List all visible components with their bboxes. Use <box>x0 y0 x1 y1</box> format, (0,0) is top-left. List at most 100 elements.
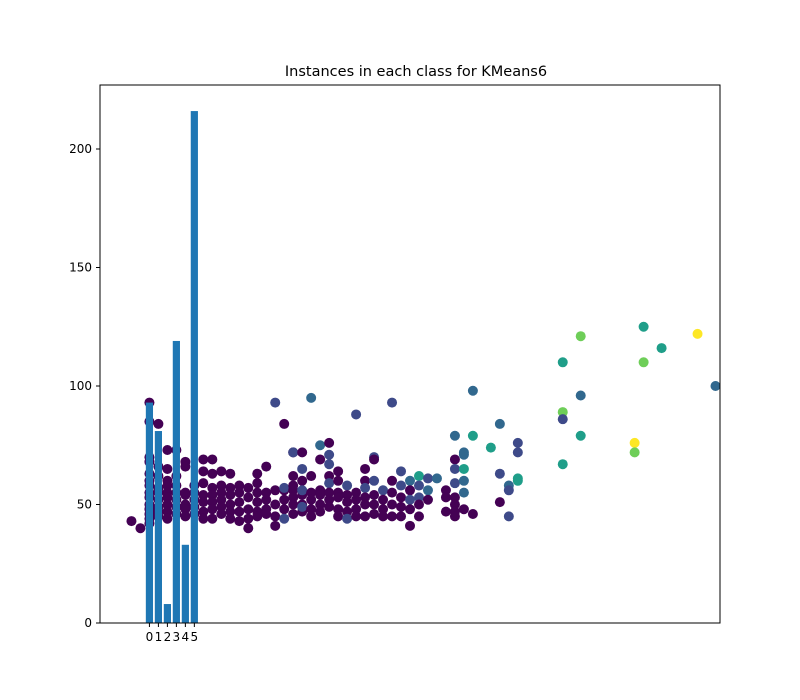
scatter-point <box>440 485 451 496</box>
scatter-point <box>494 468 505 479</box>
scatter-point <box>351 504 362 515</box>
scatter-point <box>458 475 469 486</box>
scatter-point <box>198 506 209 517</box>
scatter-point <box>234 480 245 491</box>
scatter-point <box>378 494 389 505</box>
scatter-point <box>458 463 469 474</box>
scatter-point <box>512 437 523 448</box>
scatter-point <box>422 494 433 505</box>
x-tick-label: 0 <box>146 630 154 644</box>
scatter-point <box>360 463 371 474</box>
scatter-point <box>261 461 272 472</box>
scatter-point <box>405 520 415 531</box>
scatter-point <box>279 482 290 493</box>
scatter-point <box>351 511 362 522</box>
scatter-point <box>413 499 424 510</box>
scatter-point <box>431 473 442 484</box>
scatter-point <box>503 485 514 496</box>
scatter-point <box>306 504 317 515</box>
scatter-point <box>557 459 568 470</box>
scatter-point <box>449 463 460 474</box>
scatter-point <box>288 447 299 458</box>
y-tick-label: 0 <box>84 616 92 630</box>
x-tick-label: 2 <box>164 630 172 644</box>
bar-3 <box>172 340 180 623</box>
scatter-point <box>288 485 299 496</box>
scatter-point <box>710 381 721 391</box>
scatter-point <box>449 430 460 441</box>
scatter-point <box>198 513 209 524</box>
scatter-point <box>297 485 308 496</box>
scatter-point <box>324 478 335 489</box>
scatter-point <box>557 414 568 425</box>
scatter-point <box>279 418 290 429</box>
scatter-point <box>378 485 389 496</box>
scatter-point <box>405 494 415 505</box>
scatter-point <box>629 447 640 458</box>
scatter-point <box>692 328 703 339</box>
scatter-point <box>243 492 254 503</box>
scatter-point <box>306 511 317 522</box>
chart-title: Instances in each class for KMeans6 <box>285 64 547 80</box>
scatter-point <box>288 499 299 510</box>
scatter-point <box>180 511 191 522</box>
scatter-point <box>180 504 191 515</box>
y-tick-label: 150 <box>69 260 92 274</box>
scatter-point <box>162 444 173 455</box>
scatter-point <box>342 506 353 517</box>
scatter-point <box>225 482 236 493</box>
bar-5 <box>190 111 198 623</box>
scatter-point <box>261 494 272 505</box>
scatter-point <box>503 511 514 522</box>
scatter-point <box>279 494 290 505</box>
scatter-point <box>396 466 407 477</box>
scatter-point <box>270 520 281 531</box>
scatter-point <box>225 513 236 524</box>
scatter-point <box>252 497 263 508</box>
scatter-point <box>243 482 254 493</box>
bar-0 <box>145 402 154 623</box>
scatter-point <box>234 506 245 517</box>
scatter-point <box>315 499 326 510</box>
scatter-point <box>198 497 209 508</box>
scatter-point <box>207 504 218 515</box>
scatter-point <box>494 497 505 508</box>
scatter-point <box>387 511 398 522</box>
scatter-point <box>324 487 335 498</box>
scatter-point <box>288 492 299 503</box>
scatter-point <box>333 475 344 486</box>
scatter-point <box>387 397 398 408</box>
scatter-point <box>458 504 469 515</box>
scatter-point <box>413 492 424 503</box>
scatter-point <box>333 492 344 503</box>
scatter-point <box>449 454 460 465</box>
scatter-point <box>207 482 218 493</box>
scatter-point <box>324 494 335 505</box>
scatter-point <box>288 508 299 519</box>
scatter-point <box>369 490 380 501</box>
scatter-point <box>458 449 469 460</box>
scatter-point <box>575 390 586 401</box>
scatter-point <box>324 471 335 482</box>
scatter-point <box>324 501 335 512</box>
scatter-point <box>440 492 451 503</box>
scatter-point <box>557 407 568 418</box>
scatter-point <box>162 480 173 491</box>
x-tick-label: 3 <box>173 630 181 644</box>
scatter-point <box>387 499 398 510</box>
scatter-point <box>315 490 326 501</box>
scatter-point <box>485 442 496 453</box>
scatter-point <box>216 487 227 498</box>
scatter-point <box>234 497 245 508</box>
scatter-point <box>351 494 362 505</box>
scatter-point <box>207 468 218 479</box>
scatter-point <box>270 485 281 496</box>
plot-frame <box>99 84 721 624</box>
scatter-point <box>198 478 209 489</box>
scatter-point <box>638 357 649 368</box>
x-tick-label: 1 <box>155 630 163 644</box>
scatter-point <box>234 516 245 527</box>
scatter-point <box>216 494 227 505</box>
scatter-point <box>467 430 478 441</box>
